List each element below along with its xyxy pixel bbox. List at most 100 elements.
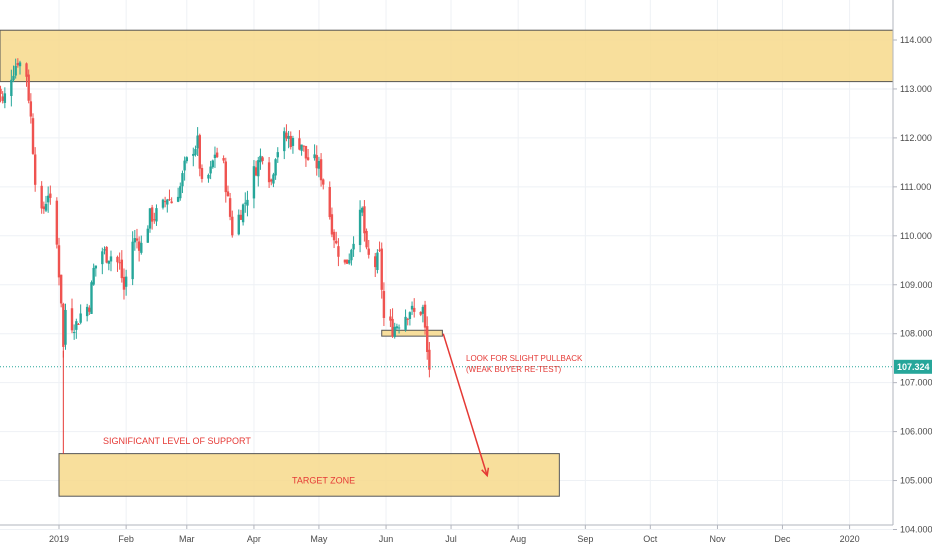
- candle-body: [306, 157, 310, 160]
- candle-body: [380, 248, 383, 290]
- candle-body: [200, 168, 204, 179]
- y-tick-label: 105.000: [900, 476, 932, 486]
- candle-body: [224, 161, 227, 193]
- candle-body: [332, 231, 336, 241]
- candle-body: [226, 191, 230, 197]
- target-arrow: [442, 333, 488, 476]
- candle-body: [391, 318, 394, 337]
- candle-body: [168, 199, 171, 201]
- candle-body: [408, 312, 412, 319]
- target-zone[interactable]: [58, 453, 560, 497]
- candle-body: [378, 249, 381, 251]
- candle-body: [423, 304, 427, 328]
- candle-body: [395, 326, 399, 329]
- candle-body: [64, 309, 67, 345]
- candle-body: [283, 131, 286, 152]
- candle-body: [79, 313, 82, 323]
- candle-body: [170, 201, 173, 204]
- overlay-layer: SIGNIFICANT LEVEL OF SUPPORT TARGET ZONE L…: [0, 333, 893, 486]
- candle-body: [185, 157, 188, 162]
- candle-body: [413, 307, 416, 312]
- candle-body: [161, 199, 165, 208]
- candle-body: [317, 160, 321, 169]
- candle-body: [410, 305, 414, 310]
- candle-body: [12, 75, 15, 81]
- x-tick-label: May: [310, 534, 328, 544]
- candle-body: [367, 248, 370, 255]
- candle-body: [120, 259, 124, 279]
- retest-annotation: (WEAK BUYER RE-TEST): [466, 365, 561, 374]
- candle-body: [116, 256, 119, 263]
- x-tick-label: Oct: [643, 534, 658, 544]
- candle-body: [274, 159, 277, 176]
- candle-body: [289, 135, 292, 148]
- pullback-annotation: LOOK FOR SLIGHT PULLBACK: [466, 354, 583, 363]
- candle-body: [42, 206, 46, 210]
- candle-body: [244, 202, 247, 204]
- candle-body: [246, 199, 249, 206]
- candle-body: [421, 306, 425, 314]
- candle-body: [298, 138, 301, 150]
- zones-layer: [0, 29, 894, 497]
- candle-body: [88, 307, 91, 312]
- arrow-head-icon: [481, 467, 490, 478]
- candle-body: [343, 259, 347, 263]
- candle-body: [252, 166, 256, 199]
- candle-body: [29, 101, 33, 117]
- x-tick-label: Jun: [379, 534, 394, 544]
- x-tick-label: 2020: [840, 534, 860, 544]
- y-axis[interactable]: 114.000 113.000 112.000 111.000 110.000 109.0…: [892, 0, 932, 535]
- x-tick-label: Dec: [774, 534, 791, 544]
- candle-body: [272, 174, 275, 184]
- candle-body: [322, 179, 325, 185]
- candle-body: [90, 282, 93, 314]
- candle-body: [257, 160, 260, 177]
- candle-body: [70, 308, 74, 331]
- candle-body: [239, 214, 243, 220]
- candle-body: [10, 79, 13, 96]
- candle-body: [181, 173, 184, 187]
- candle-body: [25, 63, 28, 77]
- x-tick-label: Aug: [510, 534, 526, 544]
- candle-body: [163, 201, 167, 203]
- candle-body: [419, 311, 422, 315]
- candles-layer: [0, 58, 431, 378]
- candle-body: [254, 167, 258, 176]
- y-tick-label: 112.000: [900, 133, 932, 143]
- retest-zone[interactable]: [381, 329, 443, 337]
- candle-body: [358, 209, 362, 246]
- candle-body: [231, 216, 234, 236]
- candle-body: [302, 145, 305, 147]
- candle-body: [131, 241, 134, 280]
- candle-body: [352, 243, 355, 250]
- candle-body: [14, 65, 17, 76]
- current-price-tag[interactable]: [894, 359, 932, 374]
- candle-body: [176, 196, 180, 202]
- candle-body: [330, 214, 334, 235]
- x-axis[interactable]: 2019 Feb Mar Apr May Jun Jul Aug Sep Oct Nov Dec 202…: [0, 524, 893, 544]
- candle-body: [101, 251, 104, 265]
- candle-body: [215, 152, 219, 158]
- candle-body: [428, 349, 431, 370]
- candle-body: [155, 208, 158, 222]
- y-tick-label: 109.000: [900, 280, 932, 290]
- candle-body: [148, 208, 152, 229]
- candle-body: [133, 238, 137, 243]
- candle-body: [153, 219, 156, 221]
- candle-body: [55, 200, 59, 245]
- candle-body: [196, 135, 199, 149]
- candle-body: [40, 185, 43, 209]
- candle-body: [72, 332, 76, 334]
- candle-body: [209, 166, 212, 174]
- candle-body: [92, 267, 95, 285]
- candle-body: [62, 303, 65, 347]
- candle-body: [105, 246, 108, 263]
- upper-resistance-zone[interactable]: [0, 29, 894, 83]
- x-tick-label: Nov: [709, 534, 726, 544]
- candle-body: [328, 187, 331, 218]
- candle-body: [103, 249, 106, 251]
- y-tick-label: 104.000: [900, 525, 932, 535]
- candle-body: [118, 262, 121, 264]
- candle-body: [285, 132, 288, 139]
